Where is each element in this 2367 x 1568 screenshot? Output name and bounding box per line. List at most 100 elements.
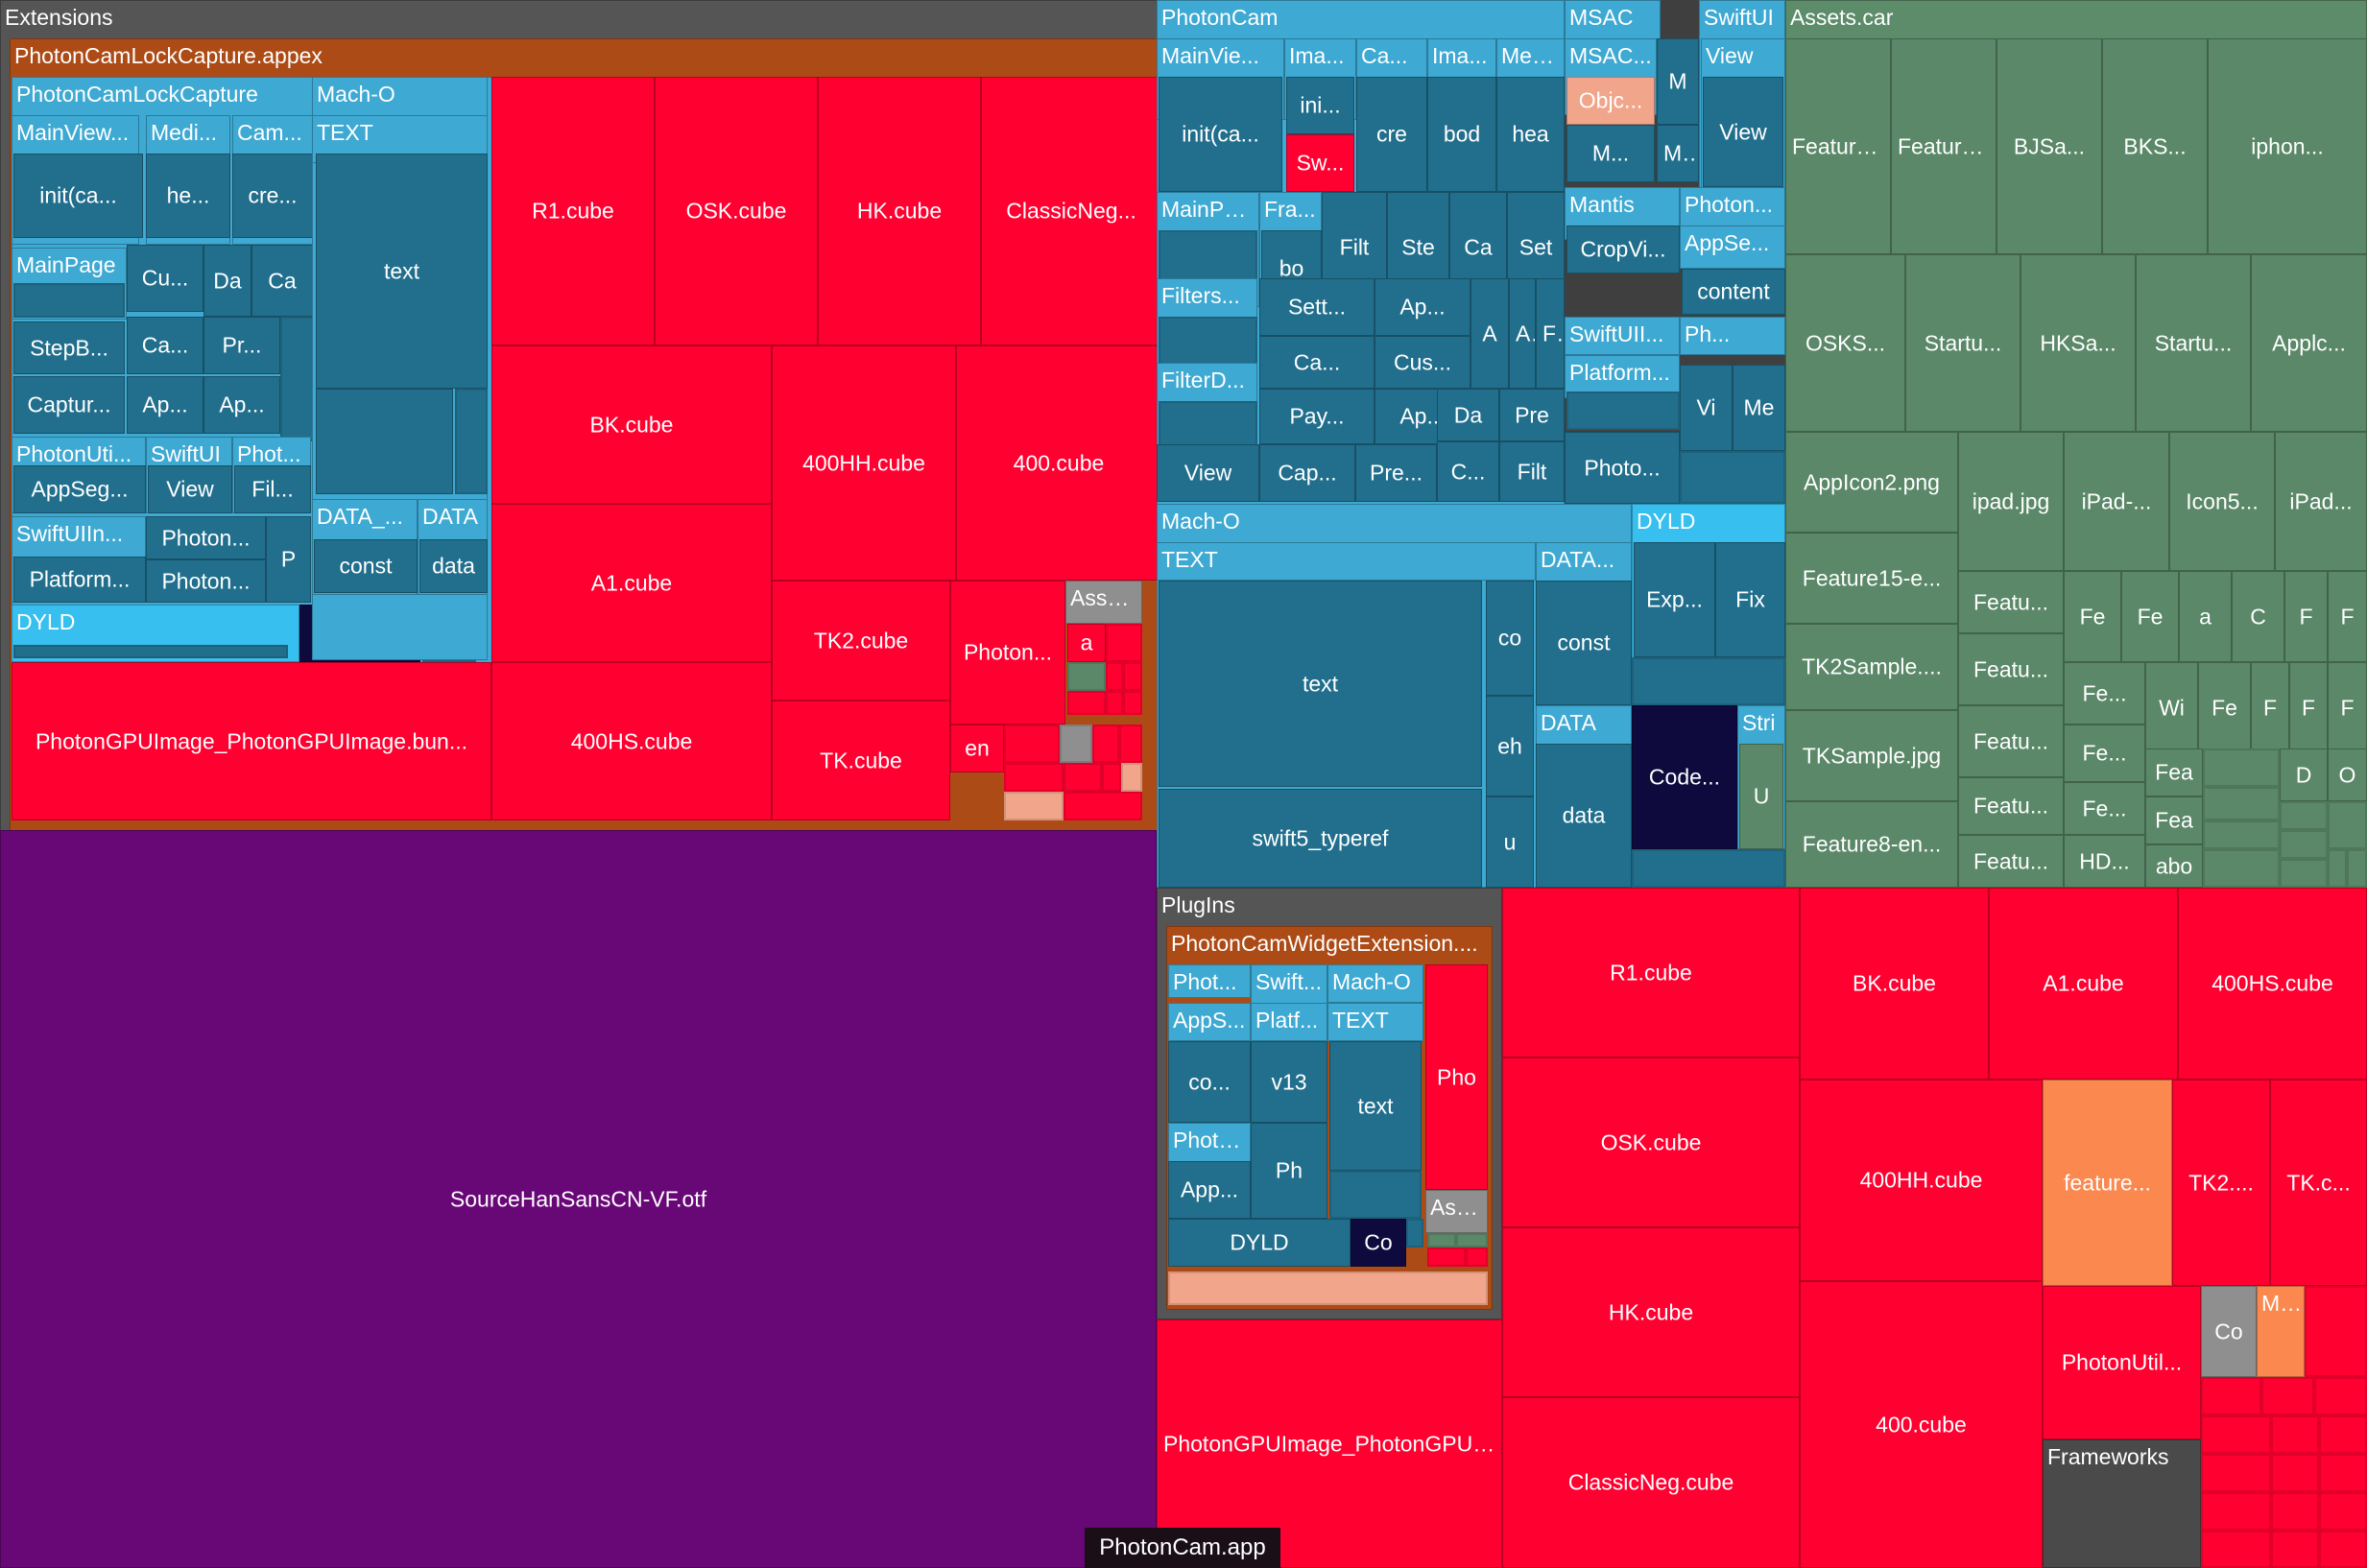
treemap-node-cubes-a1[interactable]: A1.cube [491,504,772,662]
treemap-node-data_section[interactable]: data [1536,744,1632,888]
treemap-node-short-ap[interactable]: Ap... [127,376,203,434]
treemap-node-short-he[interactable]: he... [146,154,230,238]
treemap-node-short-ph[interactable]: Ph [1251,1123,1327,1219]
treemap-node-short-objc[interactable]: Objc... [1566,77,1655,125]
treemap-node-unlabeled[interactable] [1004,763,1064,792]
treemap-node-const_section[interactable]: const [1536,581,1632,705]
treemap-node-short-ap[interactable]: Ap... [203,376,280,434]
treemap-node-short-ap[interactable]: Ap... [1375,278,1470,336]
treemap-node-source_han[interactable]: SourceHanSansCN-VF.otf [0,830,1157,1568]
treemap-node-short-f[interactable]: F [2251,662,2289,753]
treemap-node-short-f[interactable]: F [2289,662,2328,753]
treemap-node-unlabeled[interactable] [2319,1492,2367,1531]
treemap-node-unlabeled[interactable] [1632,657,1785,705]
treemap-node-short-platform[interactable]: Platform... [13,557,146,603]
treemap-node-cubes-bk[interactable]: BK.cube [491,345,772,504]
treemap-node-text_segment[interactable]: TEXT [1327,1003,1423,1041]
treemap-node-unlabeled[interactable] [13,645,288,658]
treemap-node-short-f[interactable]: F [2328,662,2367,753]
treemap-node-unlabeled[interactable] [2328,849,2347,888]
treemap-node-unlabeled[interactable] [1064,792,1142,820]
treemap-node-unlabeled[interactable] [455,389,488,494]
treemap-node-unlabeled[interactable] [1123,662,1142,691]
treemap-node-short-ca_dots[interactable]: Ca... [127,317,203,374]
treemap-node-short-u[interactable]: U [1739,744,1783,849]
treemap-node-cubes-r1[interactable]: R1.cube [1502,888,1800,1057]
treemap-node-short-ca_dots[interactable]: Ca... [1259,336,1375,389]
treemap-node-cubes-tk2_trunc[interactable]: TK2.... [2172,1080,2270,1286]
treemap-node-short-fil[interactable]: Fil... [234,465,311,513]
treemap-node-short-ini[interactable]: ini... [1286,77,1354,134]
treemap-node-short-photonutil[interactable]: PhotonUtil... [2043,1286,2201,1439]
treemap-node-assets-feature[interactable]: Feature... [1891,38,1996,254]
treemap-node-assets-fe[interactable]: Fe... [2064,725,2145,782]
treemap-node-unlabeled[interactable] [2201,1377,2261,1415]
treemap-node-swift5_t[interactable] [316,389,453,494]
treemap-node-assets-ipad_dash[interactable]: iPad-... [2064,432,2169,571]
treemap-node-unlabeled[interactable] [13,283,125,318]
treemap-node-short-p[interactable]: P [266,516,311,603]
treemap-node-assets-hksa[interactable]: HKSa... [2020,254,2136,432]
treemap-node-short-ca[interactable]: Ca [251,245,313,317]
treemap-node-short-a_cap[interactable]: A [1509,278,1536,389]
treemap-node-unlabeled[interactable] [2319,1531,2367,1568]
treemap-node-short-apps[interactable]: AppS... [1168,1003,1251,1041]
treemap-node-unlabeled[interactable] [2271,1531,2319,1568]
treemap-node-short-init_ca[interactable]: init(ca... [13,154,143,238]
treemap-node-short-cre[interactable]: cre [1356,77,1427,192]
treemap-node-unlabeled[interactable] [1632,849,1785,888]
treemap-node-short-bod[interactable]: bod [1427,77,1496,192]
treemap-node-unlabeled[interactable] [1427,1247,1466,1267]
treemap-node-unlabeled[interactable] [2203,748,2280,787]
treemap-node-short-photon[interactable]: Photon... [146,516,266,559]
treemap-node-cubes-hk[interactable]: HK.cube [1502,1227,1800,1397]
treemap-node-const_section[interactable]: const [314,539,418,593]
treemap-node-short-eh[interactable]: eh [1486,696,1534,796]
treemap-node-unlabeled[interactable] [1106,691,1123,715]
treemap-node-assets-applc[interactable]: Applc... [2251,254,2367,432]
treemap-node-short-co_cap[interactable]: Co [1351,1219,1406,1267]
treemap-node-unlabeled[interactable] [2319,1454,2367,1492]
treemap-node-unlabeled[interactable] [1102,763,1121,792]
treemap-node-cubes-tk[interactable]: TK.cube [772,701,950,820]
treemap-node-short-fe2[interactable]: Fe [2198,662,2251,753]
treemap-node-short-hea[interactable]: hea [1496,77,1565,192]
treemap-node-unlabeled[interactable] [1121,763,1142,792]
treemap-node-unlabeled[interactable] [1159,317,1257,365]
treemap-node-assets-bks[interactable]: BKS... [2102,38,2208,254]
treemap-node-assets-fe[interactable]: Fe... [2064,662,2145,725]
treemap-node-short-da[interactable]: Da [203,245,251,317]
treemap-node-short-stepb[interactable]: StepB... [13,321,125,374]
treemap-node-unlabeled[interactable] [1060,725,1092,763]
treemap-node-unlabeled[interactable] [2201,1492,2271,1531]
treemap-node-assets-featu[interactable]: Featu... [1958,705,2064,777]
treemap-node-unlabeled[interactable] [1106,624,1142,662]
treemap-node-unlabeled[interactable] [1427,1233,1456,1247]
treemap-node-short-exp[interactable]: Exp... [1634,542,1715,657]
treemap-node-short-cropvi[interactable]: CropVi... [1566,226,1680,273]
treemap-node-cubes-classic[interactable]: ClassicNeg.cube [1502,1397,1800,1568]
treemap-node-short-f[interactable]: F [2328,571,2367,662]
treemap-node-short-co[interactable]: co [1486,581,1534,696]
treemap-node-unlabeled[interactable] [2201,1531,2271,1568]
treemap-node-short-init_ca[interactable]: init(ca... [1159,77,1282,192]
treemap-node-short-a[interactable]: a [1067,624,1106,662]
treemap-node-cubes-tk_trunc[interactable]: TK.c... [2270,1080,2367,1286]
treemap-node-cubes-hs400[interactable]: 400HS.cube [491,662,772,820]
treemap-node-short-ph_dots[interactable]: Ph... [1680,317,1785,355]
treemap-node-assets-startu[interactable]: Startu... [1905,254,2020,432]
treemap-node-short-me[interactable]: Me [1733,365,1785,451]
treemap-node-assets-tk2sample[interactable]: TK2Sample.... [1785,624,1958,710]
treemap-node-short-fix[interactable]: Fix [1715,542,1785,657]
treemap-node-short-f[interactable]: F [2284,571,2328,662]
treemap-node-assets-featuref[interactable]: FeatureF... [1785,38,1891,254]
treemap-node-unlabeled[interactable] [2319,1415,2367,1454]
treemap-node-unlabeled[interactable] [1119,725,1142,763]
treemap-node-unlabeled[interactable] [2203,787,2280,820]
treemap-node-unlabeled[interactable] [1406,1219,1423,1247]
treemap-node-frameworks[interactable]: Frameworks [2043,1439,2201,1568]
treemap-node-short-view[interactable]: View [148,465,232,513]
treemap-node-short-photon[interactable]: Photon... [146,559,266,603]
treemap-node-unlabeled[interactable] [2347,849,2367,888]
treemap-node-unlabeled[interactable] [1092,725,1119,763]
